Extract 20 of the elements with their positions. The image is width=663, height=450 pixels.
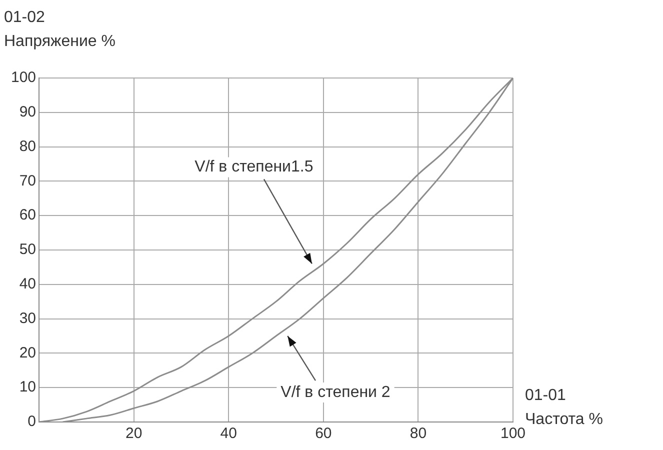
y-tick-label: 40 [19,276,36,293]
annotation: V/f в степени1.5 [194,158,314,176]
y-tick-label: 60 [19,206,36,224]
y-tick-label: 70 [19,172,36,190]
x-tick-label: 80 [410,425,427,442]
y-tick-label: 10 [19,378,36,396]
x-tick-label: 40 [220,425,237,442]
x-tick-label: 20 [125,425,142,442]
y-tick-label: 50 [19,241,36,258]
y-tick-label: 20 [19,344,36,362]
x-tick-label: 100 [500,425,526,442]
y-tick-label: 100 [10,69,36,86]
y-tick-label: 0 [28,413,36,430]
annotation: V/f в степени 2 [280,384,390,401]
y-tick-label: 30 [19,310,36,327]
y-tick-label: 80 [19,138,36,155]
x-tick-label: 60 [315,425,332,442]
x-axis-title: 01-01 Частота % [525,387,603,428]
y-tick-label: 90 [19,104,36,121]
y-axis-title: 01-02 Напряжение % [4,9,116,50]
